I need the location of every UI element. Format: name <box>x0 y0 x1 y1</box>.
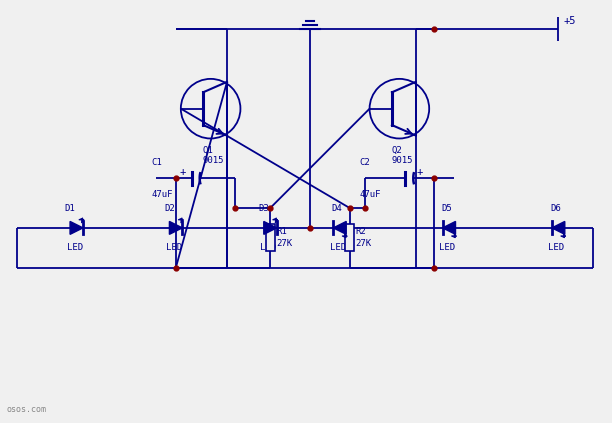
Text: LED: LED <box>548 243 564 252</box>
Text: C1: C1 <box>151 158 162 167</box>
Text: D1: D1 <box>65 203 75 212</box>
Text: D5: D5 <box>441 203 452 212</box>
Text: LED: LED <box>260 243 277 252</box>
Text: 47uF: 47uF <box>151 190 173 199</box>
Text: Q2: Q2 <box>392 146 402 155</box>
Text: +: + <box>180 167 186 177</box>
Text: 27K: 27K <box>356 239 372 248</box>
Text: 9015: 9015 <box>392 156 413 165</box>
Text: 9015: 9015 <box>203 156 224 165</box>
Polygon shape <box>334 221 346 234</box>
Text: R1: R1 <box>276 228 287 236</box>
Text: +: + <box>416 167 422 177</box>
Bar <box>345 225 354 251</box>
Text: osos.com: osos.com <box>7 405 47 414</box>
Text: 47uF: 47uF <box>360 190 381 199</box>
Text: D6: D6 <box>550 203 561 212</box>
Polygon shape <box>170 221 182 234</box>
Text: D4: D4 <box>332 203 343 212</box>
Text: 27K: 27K <box>276 239 293 248</box>
Text: D2: D2 <box>164 203 174 212</box>
Text: Q1: Q1 <box>203 146 214 155</box>
Bar <box>266 225 275 251</box>
Text: LED: LED <box>166 243 182 252</box>
Text: LED: LED <box>67 243 83 252</box>
Polygon shape <box>264 221 277 234</box>
Polygon shape <box>70 221 83 234</box>
Polygon shape <box>552 221 565 234</box>
Text: LED: LED <box>439 243 455 252</box>
Text: C2: C2 <box>360 158 370 167</box>
Polygon shape <box>442 221 455 234</box>
Text: LED: LED <box>330 243 346 252</box>
Text: R2: R2 <box>356 228 367 236</box>
Text: D3: D3 <box>258 203 269 212</box>
Text: +5: +5 <box>563 16 576 26</box>
